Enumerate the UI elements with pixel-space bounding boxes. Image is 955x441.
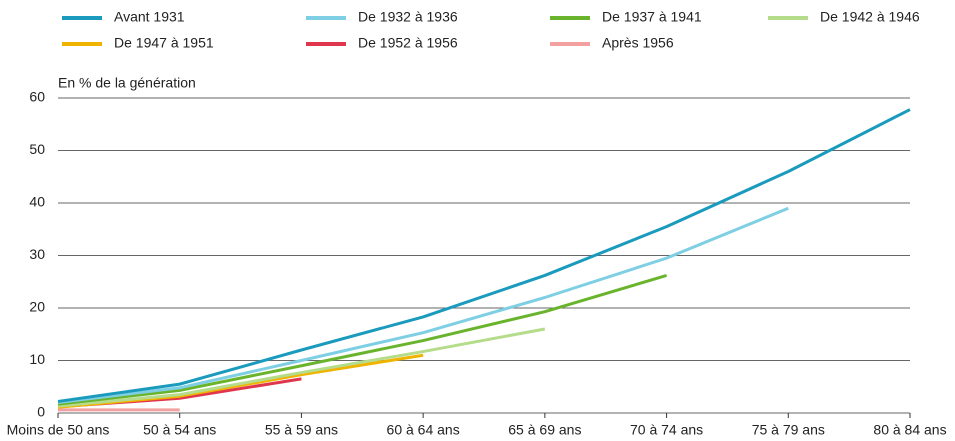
x-tick-label: 80 à 84 ans — [873, 422, 946, 438]
y-tick-label: 20 — [29, 299, 45, 315]
x-tick-label: 55 à 59 ans — [265, 422, 338, 438]
x-tick-label: 60 à 64 ans — [387, 422, 460, 438]
y-axis-label: En % de la génération — [58, 75, 196, 91]
legend-label: Avant 1931 — [114, 9, 185, 25]
series-line — [57, 108, 911, 403]
legend-label: Après 1956 — [602, 35, 674, 51]
y-tick-label: 0 — [37, 404, 45, 420]
x-tick-label: 50 à 54 ans — [143, 422, 216, 438]
x-tick-label: Moins de 50 ans — [7, 422, 110, 438]
series-line — [57, 206, 789, 404]
y-tick-label: 40 — [29, 194, 45, 210]
y-tick-label: 60 — [29, 89, 45, 105]
series-line — [57, 327, 546, 408]
legend-label: De 1942 à 1946 — [820, 9, 920, 25]
y-tick-label: 30 — [29, 246, 45, 262]
legend-label: De 1932 à 1936 — [358, 9, 458, 25]
legend-label: De 1952 à 1956 — [358, 35, 458, 51]
series-line — [57, 274, 667, 406]
legend-label: De 1937 à 1941 — [602, 9, 702, 25]
legend-label: De 1947 à 1951 — [114, 35, 214, 51]
y-tick-label: 50 — [29, 141, 45, 157]
x-tick-label: 75 à 79 ans — [752, 422, 825, 438]
y-tick-label: 10 — [29, 351, 45, 367]
x-tick-label: 65 à 69 ans — [508, 422, 581, 438]
x-tick-label: 70 à 74 ans — [630, 422, 703, 438]
